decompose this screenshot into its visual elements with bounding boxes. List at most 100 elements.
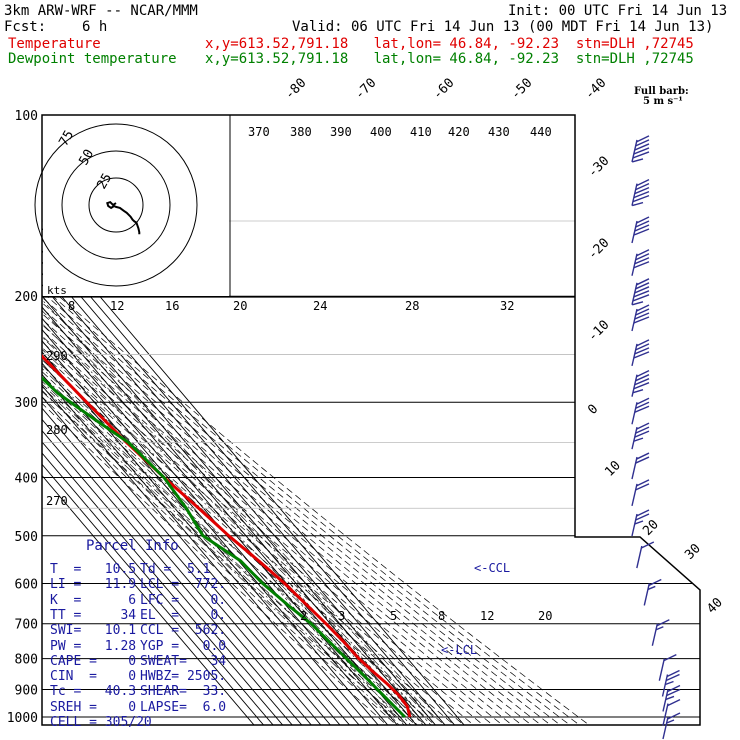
isotherm-line (42, 115, 297, 725)
pressure-label: 600 (15, 577, 38, 592)
mixing-ratio-label: 16 (165, 299, 179, 313)
dry-adiabat-label: 440 (530, 125, 552, 139)
wind-barb-flag (634, 257, 650, 265)
wind-barb (658, 654, 677, 681)
mixing-ratio-label: 24 (313, 299, 327, 313)
wind-barb-flag (636, 479, 650, 487)
wind-barb-flag (663, 654, 677, 662)
wind-barb-staff (631, 220, 638, 244)
parcel-row-5-b: YGP = 0.0 (140, 638, 227, 654)
mixing-ratio-line (271, 583, 404, 725)
wind-barb (631, 278, 650, 306)
wind-barb (662, 712, 681, 740)
wind-barb-flag (635, 483, 650, 491)
mixing-ratio-label: 3 (338, 609, 345, 623)
mixing-ratio-line (301, 583, 436, 725)
wind-barb-flag (667, 712, 681, 720)
dry-adiabat (42, 115, 519, 725)
plot-frame (41, 114, 701, 726)
model-title: 3km ARW-WRF -- NCAR/MMM (4, 3, 198, 19)
wind-barb-flag (636, 397, 650, 405)
pressure-label: 500 (15, 530, 38, 545)
wind-barb (651, 619, 670, 646)
isotherm-line (42, 115, 364, 725)
wind-barb-flag (635, 456, 650, 464)
fcst-label: Fcst: (4, 19, 47, 35)
pressure-label: 200 (15, 290, 38, 305)
dewpoint-legend: Dewpoint temperature (8, 51, 177, 67)
pressure-label: 700 (15, 618, 38, 633)
dry-adiabat (42, 115, 470, 725)
wind-barb-flag (656, 619, 670, 627)
pressure-label: 300 (15, 396, 38, 411)
parcel-row-1-a: LI = 11.9 (50, 577, 137, 593)
wind-barb-staff (631, 426, 638, 450)
dry-adiabat (42, 115, 461, 725)
wind-barb (631, 216, 650, 244)
isotherm-label: 20 (640, 517, 662, 539)
parcel-row-0-a: T = 10.5 (50, 562, 137, 577)
isotherm-label: -80 (282, 76, 309, 103)
wind-barb-flag (635, 282, 650, 290)
wind-barb-staff (631, 253, 638, 276)
wind-barb-staff (662, 716, 669, 740)
wind-barb-staff (631, 183, 638, 206)
wind-barb-flag (634, 286, 650, 294)
wind-barb (643, 578, 662, 606)
parcel-row-5-a: PW = 1.28 (50, 638, 137, 654)
hodograph-trace (106, 200, 141, 235)
hodograph-ring (61, 150, 171, 260)
hodograph-ring (88, 177, 144, 233)
mixing-ratio-label: 28 (405, 299, 419, 313)
wind-barb (631, 422, 650, 450)
isotherm-label: -70 (352, 76, 379, 103)
isotherm-label: -20 (585, 236, 612, 263)
wind-barb-staff (631, 343, 638, 367)
wind-barb-staff (658, 658, 666, 681)
wind-barb-half (665, 680, 674, 686)
temperature-location: x,y=613.52,791.18 lat,lon= 46.84, -92.23… (205, 36, 694, 52)
parcel-row-0-b: Td = 5.1 (140, 562, 211, 577)
isotherm-line (42, 115, 307, 725)
lcl-marker: <-LCL (441, 643, 477, 657)
wind-barb (662, 684, 681, 712)
isotherm-line (42, 115, 373, 725)
wind-barb-flag (636, 278, 650, 286)
barb-legend-title: Full barb: (634, 86, 689, 97)
pressure-label: 400 (15, 471, 38, 486)
wind-barb-flag (633, 261, 650, 269)
wind-barb-staff (631, 308, 638, 332)
dry-adiabat-label: 280 (46, 423, 68, 437)
wind-barb-flag (635, 513, 650, 521)
wind-barb (661, 669, 680, 697)
dry-adiabat-label: 420 (448, 125, 470, 139)
mixing-ratio-label: 5 (390, 609, 397, 623)
mixing-ratio-line (289, 583, 422, 725)
wind-barb-flag (636, 452, 650, 460)
isotherm-line (42, 115, 421, 725)
mixing-ratio-label: 2 (300, 609, 307, 623)
wind-barb-flag (636, 304, 650, 312)
wind-barb-flag (632, 294, 650, 302)
wind-barb-staff (662, 703, 669, 726)
wind-barb-flag (636, 422, 650, 430)
mixing-ratio-label: 20 (538, 609, 552, 623)
wind-barb-flag (634, 312, 650, 320)
wind-barb-flag (636, 370, 650, 378)
pressure-label: 800 (15, 653, 38, 668)
wind-barb-staff (631, 513, 638, 537)
wind-barb-flag (634, 347, 650, 355)
isotherm-line (42, 115, 450, 725)
wind-barbs (631, 135, 681, 740)
wind-barb-flag (636, 339, 650, 347)
wind-barb (631, 479, 650, 507)
moist-adiabat (42, 295, 396, 718)
hodograph-ring-label: 25 (94, 171, 115, 192)
dry-adiabat-label: 380 (290, 125, 312, 139)
isotherm-line (42, 115, 431, 725)
isotherm-line (42, 115, 459, 725)
wind-barb-flag (633, 228, 650, 236)
wind-barb-flag (665, 673, 680, 682)
